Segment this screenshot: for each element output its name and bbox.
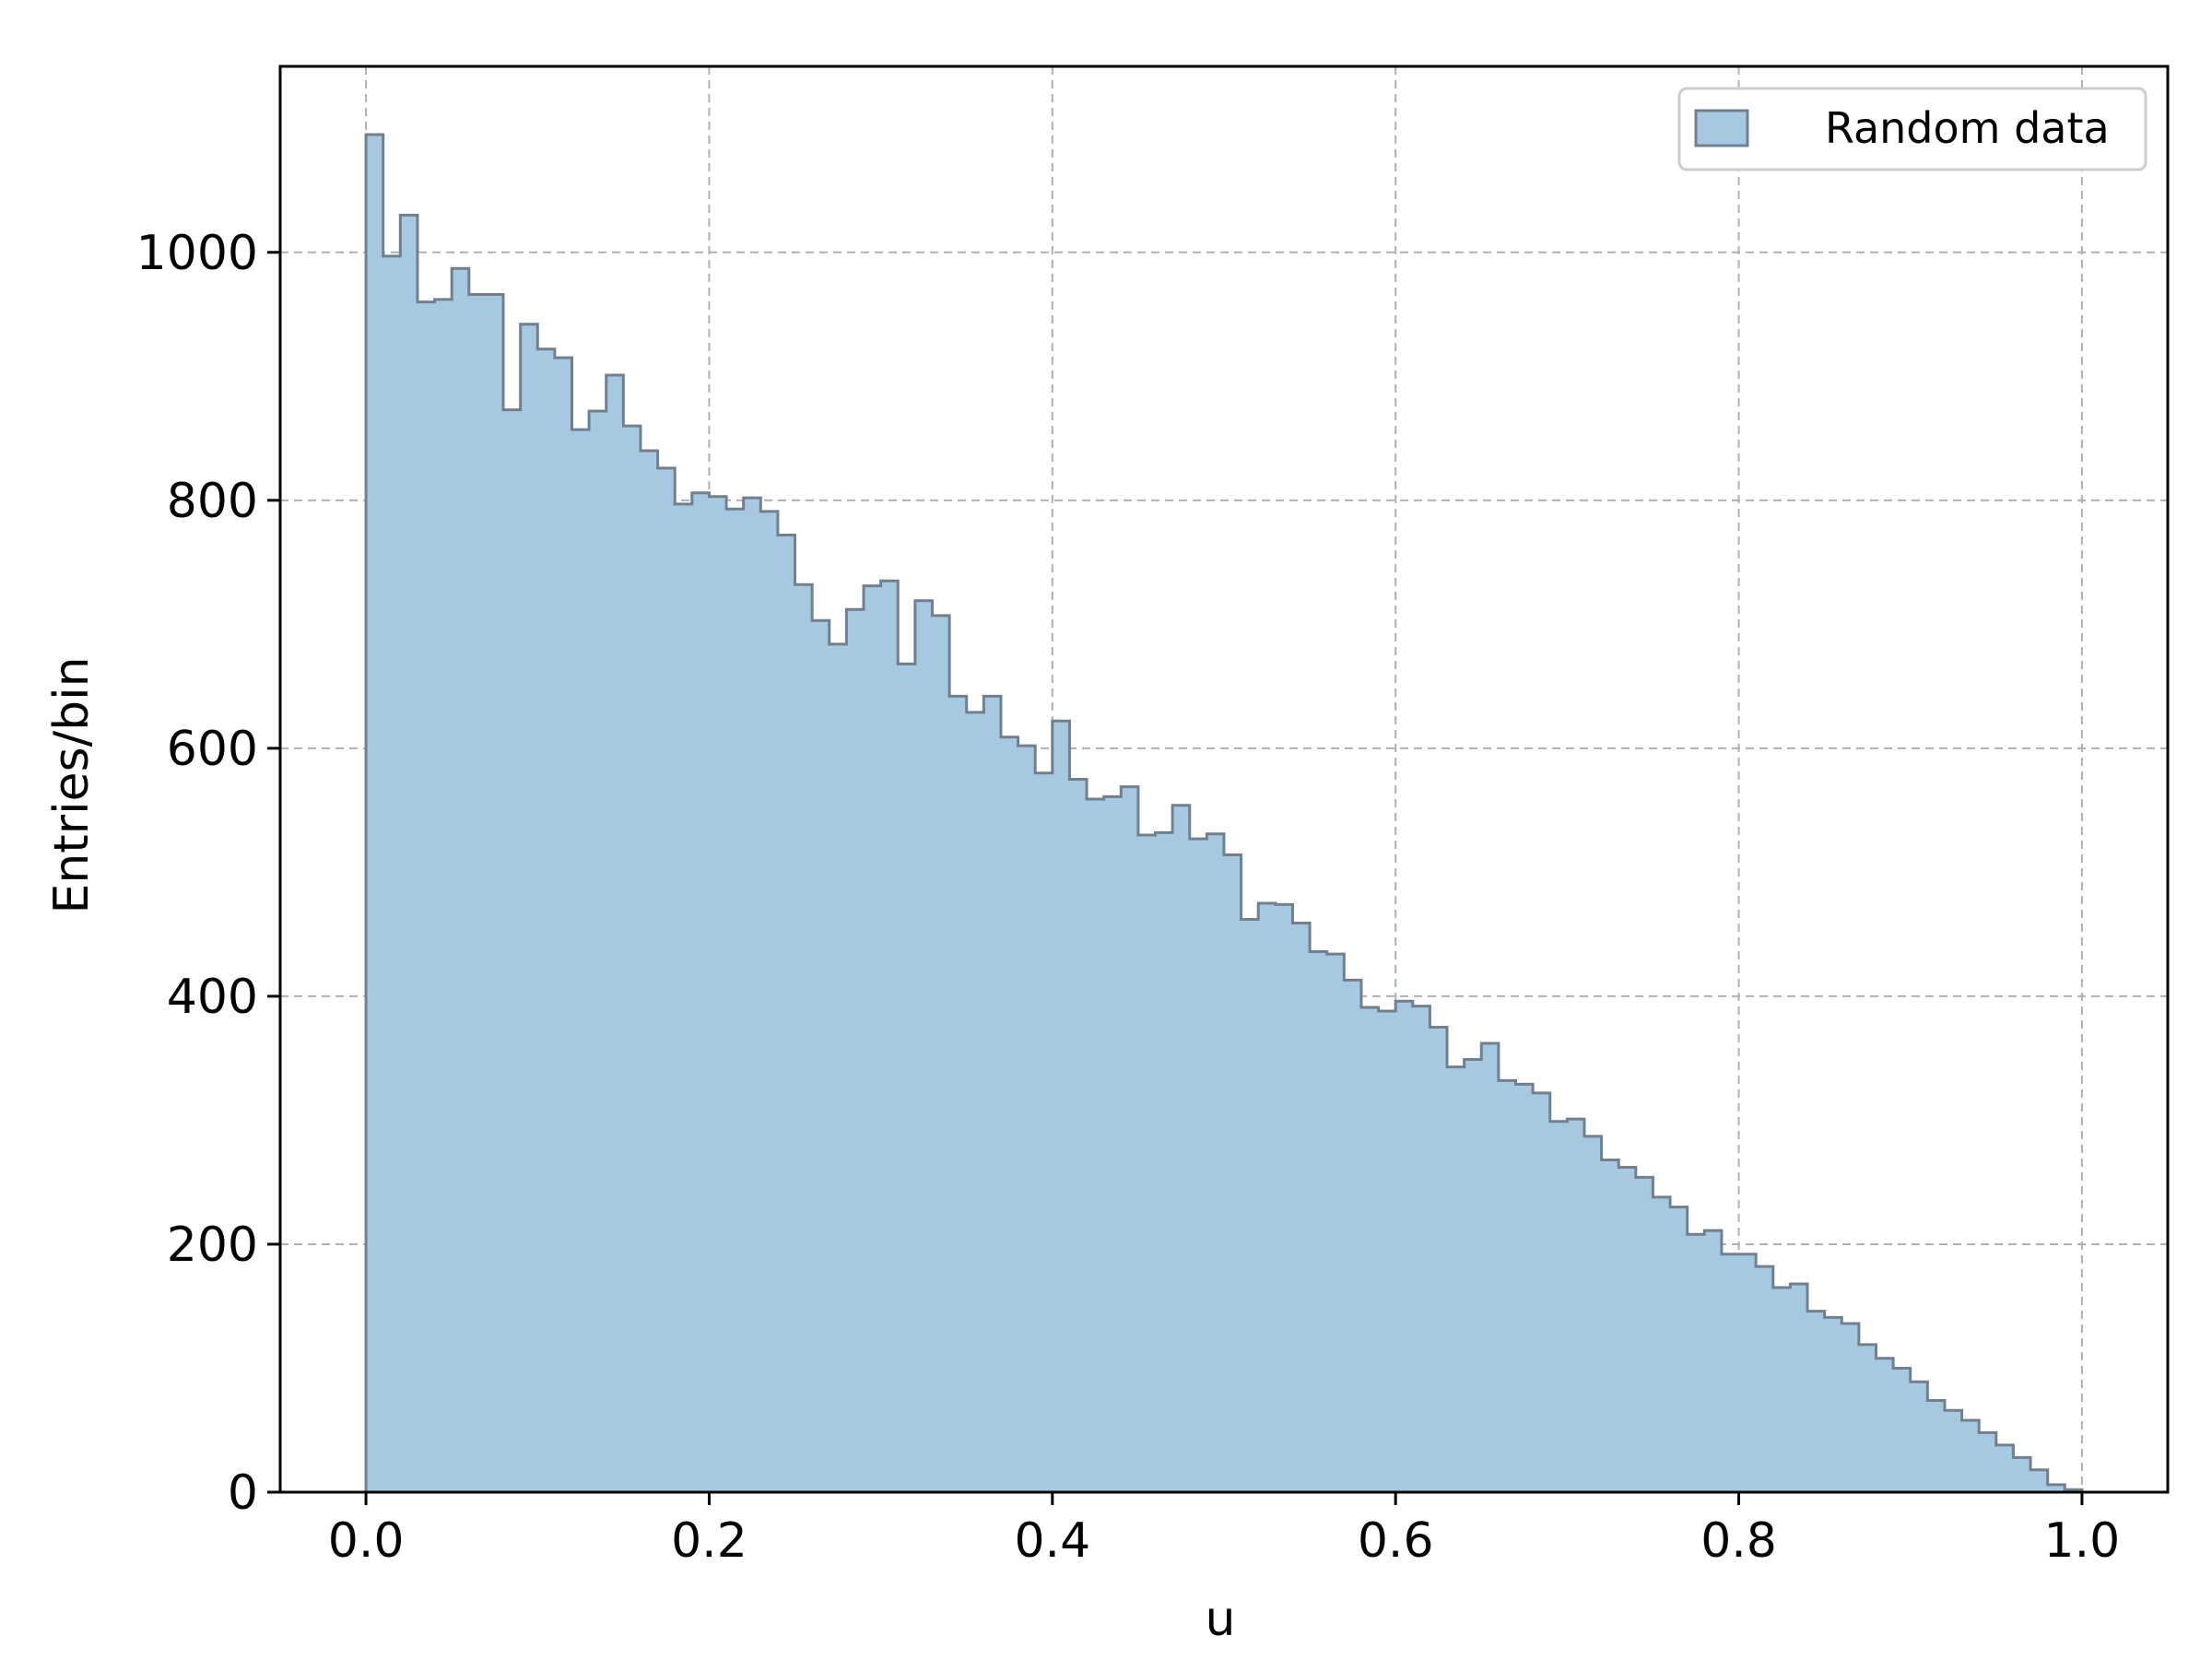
x-tick-label-0: 0.0 — [328, 1513, 405, 1569]
y-tick-label-5: 1000 — [136, 226, 258, 281]
y-tick-label-0: 0 — [228, 1465, 258, 1521]
y-axis-ticks: 0 200 400 600 800 1000 — [136, 226, 280, 1521]
y-tick-label-3: 600 — [167, 722, 258, 777]
x-tick-label-2: 0.4 — [1014, 1513, 1090, 1569]
x-tick-label-3: 0.6 — [1358, 1513, 1434, 1569]
y-tick-label-2: 400 — [167, 970, 258, 1025]
legend: Random data — [1677, 87, 2147, 171]
legend-swatch — [1694, 109, 1749, 147]
legend-entry-label: Random data — [1825, 103, 2110, 153]
y-tick-label-4: 800 — [167, 474, 258, 529]
legend-box — [1677, 87, 2147, 171]
x-axis-label: u — [1206, 1592, 1236, 1647]
y-axis-label: Entries/bin — [44, 656, 100, 913]
histogram-outline — [364, 133, 2084, 1494]
x-tick-label-1: 0.2 — [671, 1513, 747, 1569]
x-axis-ticks: 0.0 0.2 0.4 0.6 0.8 1.0 — [328, 1492, 2121, 1569]
y-tick-label-1: 200 — [167, 1218, 258, 1273]
plot-frame — [278, 65, 2170, 1494]
x-tick-label-4: 0.8 — [1700, 1513, 1777, 1569]
histogram-fill — [366, 134, 2082, 1493]
x-tick-label-5: 1.0 — [2044, 1513, 2121, 1569]
